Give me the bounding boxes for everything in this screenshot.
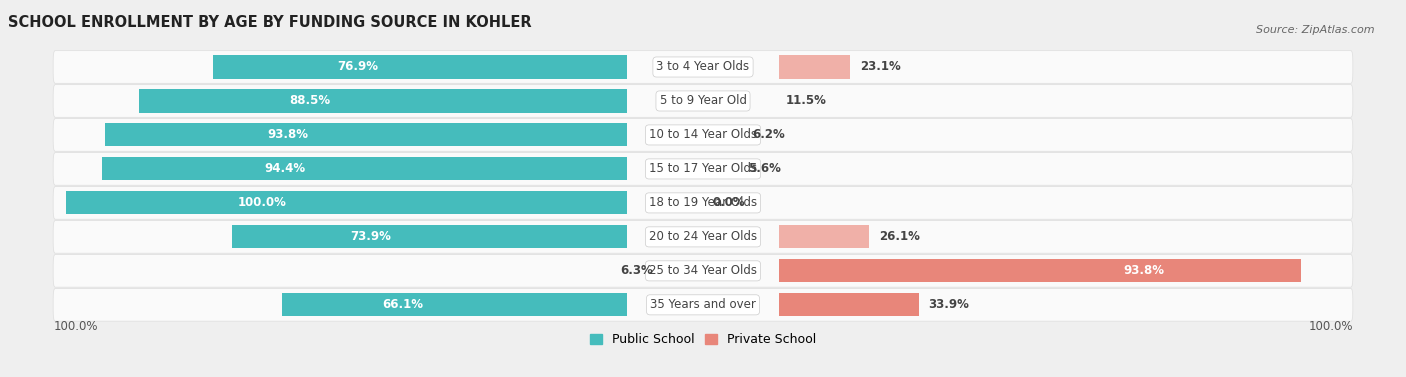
Bar	[105, 123, 627, 147]
Bar	[283, 293, 627, 316]
FancyBboxPatch shape	[53, 288, 1353, 321]
FancyBboxPatch shape	[53, 153, 1353, 185]
Text: 33.9%: 33.9%	[928, 298, 969, 311]
Bar	[779, 259, 1301, 282]
Bar	[232, 225, 627, 248]
FancyBboxPatch shape	[53, 254, 1353, 287]
Text: 100.0%: 100.0%	[1308, 320, 1353, 333]
Text: SCHOOL ENROLLMENT BY AGE BY FUNDING SOURCE IN KOHLER: SCHOOL ENROLLMENT BY AGE BY FUNDING SOUR…	[8, 15, 531, 30]
Bar	[66, 192, 627, 215]
Bar	[139, 89, 627, 112]
Text: 3 to 4 Year Olds: 3 to 4 Year Olds	[657, 60, 749, 74]
Text: 23.1%: 23.1%	[859, 60, 900, 74]
Bar	[779, 225, 869, 248]
Text: 73.9%: 73.9%	[350, 230, 391, 244]
Text: 6.3%: 6.3%	[620, 264, 654, 277]
Text: 93.8%: 93.8%	[1123, 264, 1164, 277]
FancyBboxPatch shape	[53, 221, 1353, 253]
Text: 6.2%: 6.2%	[752, 129, 785, 141]
Text: 76.9%: 76.9%	[337, 60, 378, 74]
Text: 0.0%: 0.0%	[713, 196, 745, 209]
Text: 25 to 34 Year Olds: 25 to 34 Year Olds	[650, 264, 756, 277]
Bar	[779, 55, 851, 78]
FancyBboxPatch shape	[53, 119, 1353, 151]
Bar	[101, 157, 627, 181]
Text: 5.6%: 5.6%	[748, 162, 782, 175]
Text: 93.8%: 93.8%	[267, 129, 308, 141]
Bar	[779, 293, 920, 316]
Legend: Public School, Private School: Public School, Private School	[585, 328, 821, 351]
Text: 20 to 24 Year Olds: 20 to 24 Year Olds	[650, 230, 756, 244]
Text: Source: ZipAtlas.com: Source: ZipAtlas.com	[1257, 25, 1375, 35]
Text: 35 Years and over: 35 Years and over	[650, 298, 756, 311]
Text: 18 to 19 Year Olds: 18 to 19 Year Olds	[650, 196, 756, 209]
Text: 88.5%: 88.5%	[290, 95, 330, 107]
Text: 94.4%: 94.4%	[264, 162, 307, 175]
FancyBboxPatch shape	[53, 85, 1353, 117]
Text: 100.0%: 100.0%	[238, 196, 287, 209]
Text: 66.1%: 66.1%	[382, 298, 423, 311]
Text: 5 to 9 Year Old: 5 to 9 Year Old	[659, 95, 747, 107]
Text: 10 to 14 Year Olds: 10 to 14 Year Olds	[650, 129, 756, 141]
Text: 100.0%: 100.0%	[53, 320, 98, 333]
Text: 11.5%: 11.5%	[786, 95, 827, 107]
FancyBboxPatch shape	[53, 187, 1353, 219]
Bar	[214, 55, 627, 78]
FancyBboxPatch shape	[53, 51, 1353, 83]
Text: 26.1%: 26.1%	[879, 230, 920, 244]
Text: 15 to 17 Year Olds: 15 to 17 Year Olds	[650, 162, 756, 175]
